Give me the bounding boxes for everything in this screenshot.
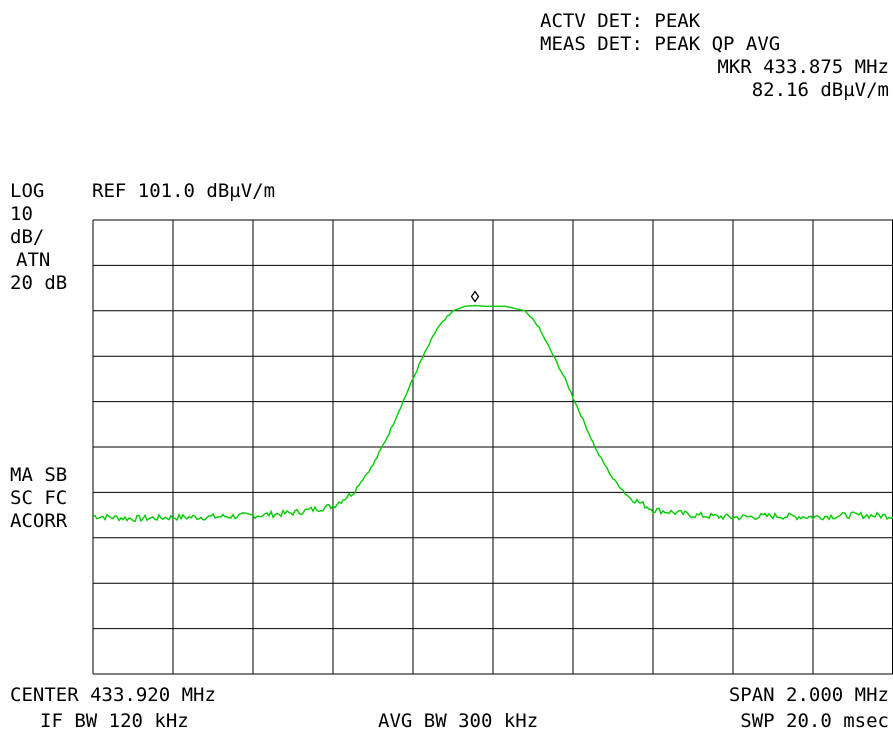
marker-diamond xyxy=(472,292,479,302)
graticule xyxy=(93,220,893,674)
